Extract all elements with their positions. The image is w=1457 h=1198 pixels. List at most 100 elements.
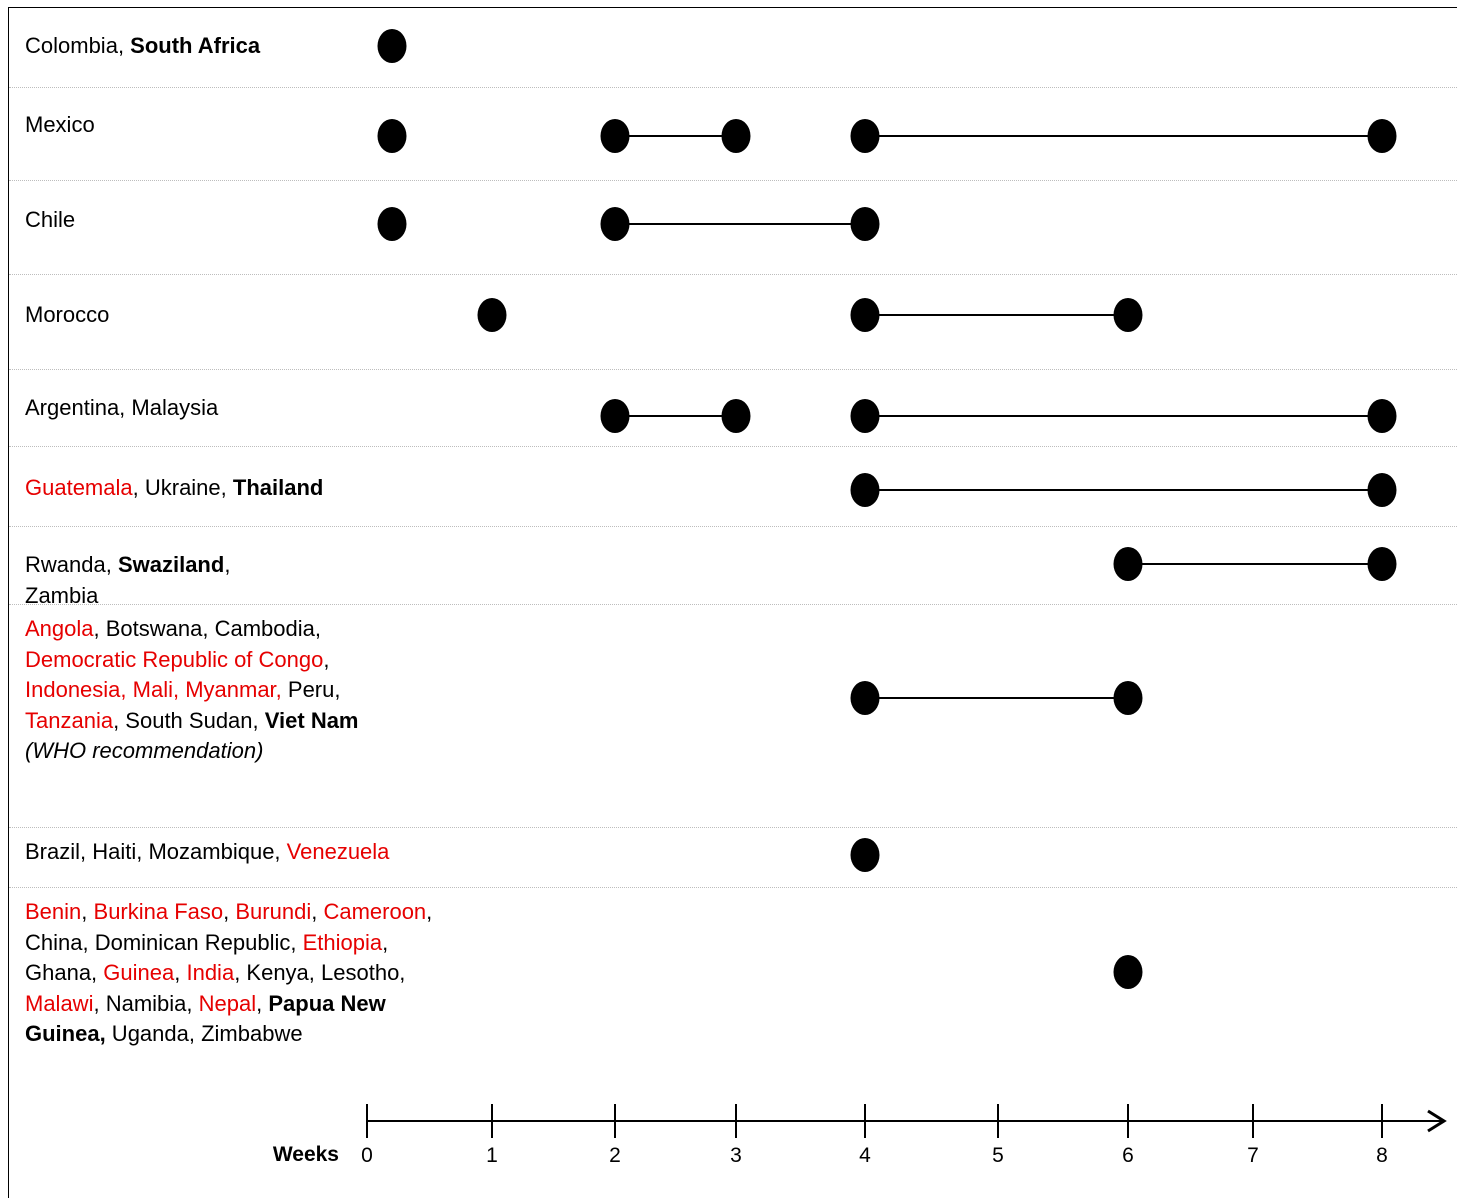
country-name: Chile [25, 207, 76, 232]
timing-dot [377, 29, 407, 63]
row-separator [9, 87, 1457, 88]
country-name: Mexico [25, 112, 95, 137]
country-name: Swaziland [117, 552, 225, 577]
country-name-highlighted: Tanzania [25, 707, 114, 733]
timing-dot [377, 119, 407, 153]
country-name: Papua New [268, 990, 386, 1016]
axis-tick-label: 4 [859, 1144, 871, 1167]
axis-arrow-icon [1427, 1109, 1447, 1133]
country-name: Zambia [25, 582, 99, 608]
row-separator [9, 604, 1457, 605]
country-name-highlighted: Indonesia, Mali, Myanmar, [25, 677, 282, 702]
country-name: , [81, 899, 94, 924]
row-separator [9, 887, 1457, 888]
country-name-highlighted: Nepal [198, 990, 257, 1016]
timing-dot [850, 298, 880, 332]
row-separator [9, 446, 1457, 447]
country-row-label: Mexico [25, 110, 95, 141]
country-name: South Africa [130, 33, 261, 58]
country-name: Morocco [25, 302, 110, 327]
timing-dot [377, 207, 407, 241]
timing-dot [1367, 119, 1397, 153]
timing-dot [1113, 298, 1143, 332]
country-name-highlighted: Guinea [103, 960, 175, 985]
country-name: Rwanda, [25, 552, 118, 577]
axis-tick-label: 7 [1247, 1144, 1259, 1167]
country-name: , [382, 929, 389, 955]
country-name-highlighted: Burkina Faso [93, 899, 224, 924]
country-name: , [117, 33, 131, 58]
axis-tick-label: 1 [486, 1144, 498, 1167]
country-name-highlighted: Guatemala [25, 475, 133, 500]
country-name: , [223, 899, 236, 924]
country-name: , Namibia, [93, 990, 199, 1016]
country-row-label: Rwanda, Swaziland, Zambia [25, 550, 230, 611]
timing-dot [850, 838, 880, 872]
country-name: Uganda, Zimbabwe [105, 1021, 303, 1046]
country-name-highlighted: Benin [25, 899, 82, 924]
country-name-highlighted: Burundi [235, 899, 312, 924]
row-separator [9, 180, 1457, 181]
timing-dot [850, 681, 880, 715]
axis-tick-label: 8 [1376, 1144, 1388, 1167]
figure-frame [8, 7, 1457, 1198]
country-name: Guinea, [25, 1021, 106, 1046]
timing-dot [477, 298, 507, 332]
country-name: , Botswana, Cambodia, [93, 616, 321, 641]
country-name: Peru, [281, 677, 341, 702]
row-separator [9, 274, 1457, 275]
row-separator [9, 526, 1457, 527]
country-name: Colombia [25, 33, 118, 58]
country-row-label: Argentina, Malaysia [25, 393, 218, 424]
country-name: Ghana, [25, 960, 104, 985]
country-name: , [323, 646, 330, 672]
country-name: Argentina, Malaysia [25, 395, 219, 420]
row-separator [9, 369, 1457, 370]
country-name: , [174, 960, 187, 985]
timing-dot [600, 399, 630, 433]
country-row-label: Colombia, South Africa [25, 31, 260, 62]
timing-dot [600, 207, 630, 241]
timing-dot [1367, 473, 1397, 507]
country-row-label: Morocco [25, 300, 109, 331]
country-row-label: Brazil, Haiti, Mozambique, Venezuela [25, 837, 389, 868]
timing-dot [600, 119, 630, 153]
country-name: , [224, 552, 231, 577]
country-row-label: Guatemala, Ukraine, Thailand [25, 473, 323, 504]
axis-tick-label: 6 [1122, 1144, 1134, 1167]
country-name: (WHO recommendation) [25, 738, 264, 763]
timing-dot [721, 119, 751, 153]
country-name-highlighted: Angola [25, 616, 94, 641]
row-separator [9, 827, 1457, 828]
country-name-highlighted: Cameroon [323, 899, 427, 924]
country-name: , Kenya, Lesotho, [234, 960, 406, 985]
country-name: , [256, 990, 269, 1016]
axis-title: Weeks [273, 1143, 339, 1166]
country-name: , South Sudan, [113, 707, 265, 733]
axis-tick-label: 5 [992, 1144, 1004, 1167]
country-name: , Ukraine, [132, 475, 233, 500]
country-name: China, Dominican Republic, [25, 929, 303, 955]
axis-tick-label: 0 [361, 1144, 373, 1167]
country-name-highlighted: Venezuela [286, 839, 390, 864]
country-name: Thailand [232, 475, 324, 500]
timing-dot [1113, 681, 1143, 715]
country-name-highlighted: Democratic Republic of Congo [25, 646, 324, 672]
timing-dot [850, 399, 880, 433]
country-name-highlighted: India [186, 960, 235, 985]
timing-dot [1367, 547, 1397, 581]
timing-dot [1113, 955, 1143, 989]
country-name-highlighted: Malawi [25, 990, 94, 1016]
timing-dot [721, 399, 751, 433]
timing-dot [850, 207, 880, 241]
axis-tick-label: 2 [609, 1144, 621, 1167]
country-row-label: Chile [25, 205, 75, 236]
country-name: , [426, 899, 433, 924]
timing-dot [1113, 547, 1143, 581]
country-name: Viet Nam [264, 707, 359, 733]
timing-dot [850, 473, 880, 507]
axis-tick-label: 3 [730, 1144, 742, 1167]
country-name: , [311, 899, 324, 924]
country-name-highlighted: Ethiopia [302, 929, 383, 955]
